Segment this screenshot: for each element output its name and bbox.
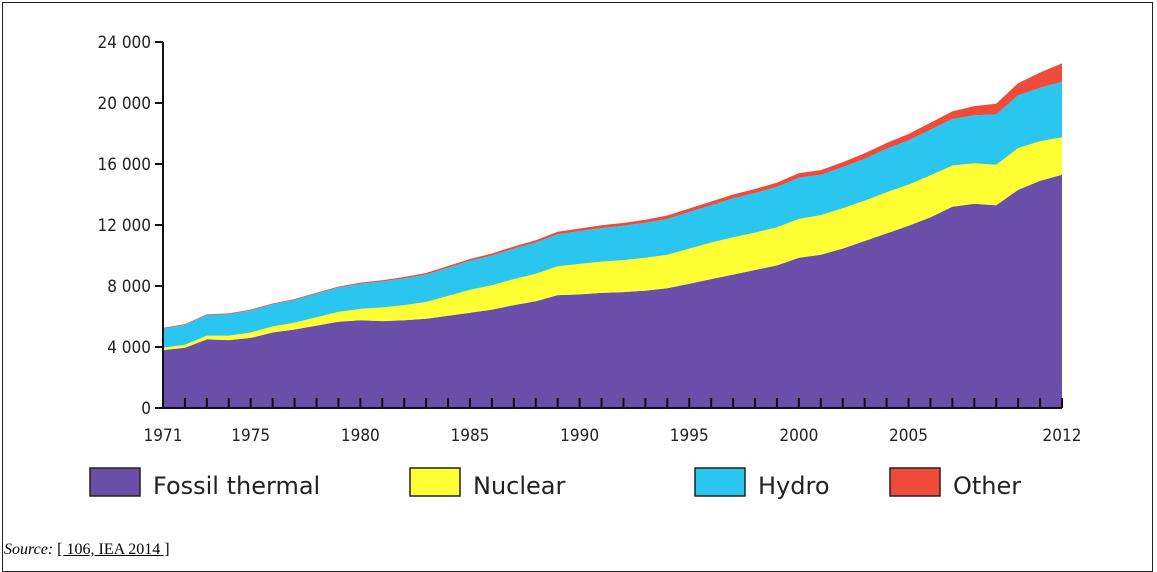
x-tick-label: 2012 bbox=[1043, 426, 1082, 446]
legend-swatch-hydro bbox=[694, 467, 746, 497]
source-prefix: Source: bbox=[4, 541, 54, 558]
y-tick-label: 12 000 bbox=[98, 216, 152, 236]
source-caption: Source: [ 106, IEA 2014 ] bbox=[4, 541, 170, 559]
legend-swatch-other bbox=[889, 467, 941, 497]
x-tick-label: 1971 bbox=[144, 426, 183, 446]
legend-label: Nuclear bbox=[473, 472, 566, 500]
y-tick-label: 24 000 bbox=[98, 33, 152, 53]
x-tick-label: 1975 bbox=[231, 426, 270, 446]
legend-swatch-nuclear bbox=[409, 467, 461, 497]
y-tick-label: 20 000 bbox=[98, 94, 152, 114]
area-series-fossil-thermal bbox=[163, 174, 1062, 408]
y-tick-label: 4 000 bbox=[107, 338, 151, 358]
source-reference-link[interactable]: [ 106, IEA 2014 ] bbox=[57, 541, 170, 558]
y-tick-label: 0 bbox=[141, 399, 151, 419]
x-tick-label: 2005 bbox=[889, 426, 928, 446]
y-tick-label: 16 000 bbox=[98, 155, 152, 175]
legend-label: Fossil thermal bbox=[153, 472, 320, 500]
y-tick-label: 8 000 bbox=[107, 277, 151, 297]
legend-label: Hydro bbox=[758, 472, 830, 500]
area-series-hydro bbox=[163, 81, 1062, 348]
x-tick-label: 2000 bbox=[779, 426, 818, 446]
legend-swatch-fossil-thermal bbox=[89, 467, 141, 497]
x-tick-label: 1995 bbox=[670, 426, 709, 446]
x-tick-label: 1990 bbox=[560, 426, 599, 446]
x-tick-label: 1980 bbox=[341, 426, 380, 446]
x-tick-label: 1985 bbox=[451, 426, 490, 446]
legend-label: Other bbox=[953, 472, 1021, 500]
